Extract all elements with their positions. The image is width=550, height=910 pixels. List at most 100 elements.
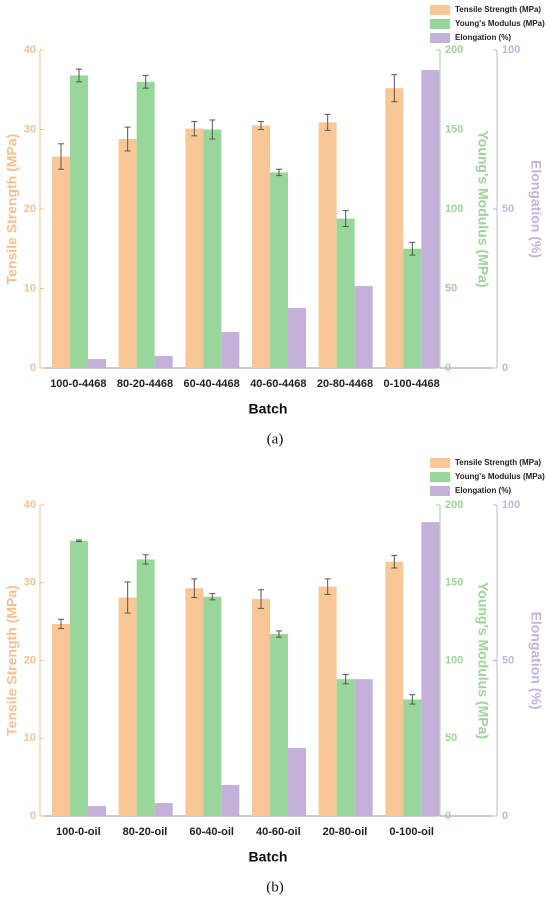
- tick-label: 100: [502, 44, 520, 56]
- tick-label: 200: [445, 44, 463, 56]
- bar: [118, 597, 137, 816]
- bar: [136, 559, 155, 816]
- error-bar: [258, 121, 264, 130]
- tick-label: 0: [30, 810, 36, 822]
- bar: [70, 75, 88, 368]
- x-tick-label: 100-0-oil: [56, 826, 101, 838]
- tick-label: 10: [24, 732, 36, 744]
- tick-label: 10: [24, 282, 36, 294]
- legend-swatch: [430, 486, 450, 496]
- bar: [203, 129, 222, 368]
- bar: [270, 634, 288, 816]
- y3-axis-label: Elongation (%): [528, 160, 544, 258]
- legend-label: Young's Modulus (MPa): [455, 19, 545, 28]
- bar: [88, 806, 106, 816]
- y2-axis-label: Young's Modulus (MPa): [475, 582, 491, 739]
- bar: [252, 125, 270, 369]
- x-tick-label: 80-20-oil: [123, 826, 168, 838]
- bar: [354, 285, 373, 368]
- tick-label: 40: [24, 499, 36, 511]
- error-bar: [124, 581, 131, 614]
- bar: [385, 561, 404, 816]
- bar: [318, 586, 337, 816]
- error-bar: [76, 539, 82, 543]
- bar: [221, 332, 240, 368]
- legend-label: Tensile Strength (MPa): [455, 458, 541, 467]
- error-bar: [276, 630, 282, 638]
- error-bar: [391, 555, 398, 569]
- tick-label: 100: [502, 499, 520, 511]
- y2-axis-label: Young's Modulus (MPa): [475, 130, 491, 287]
- error-bar: [191, 578, 198, 599]
- x-tick-label: 60-40-oil: [189, 826, 234, 838]
- error-bar: [191, 121, 198, 137]
- error-bar: [324, 113, 331, 131]
- tick-label: 0: [502, 810, 508, 822]
- bar: [421, 522, 440, 816]
- x-tick-label: 100-0-4468: [50, 378, 106, 390]
- error-bar: [342, 673, 349, 685]
- error-bar: [409, 241, 416, 256]
- tick-label: 20: [24, 654, 36, 666]
- tick-label: 150: [445, 123, 463, 135]
- tick-label: 0: [30, 362, 36, 374]
- y3-axis-label: Elongation (%): [528, 612, 544, 710]
- bar: [136, 81, 155, 369]
- error-bar: [76, 68, 82, 83]
- legend-label: Elongation (%): [455, 486, 511, 495]
- y-axis-label: Tensile Strength (MPa): [4, 585, 20, 736]
- bar: [385, 88, 404, 368]
- error-bar: [58, 143, 64, 170]
- bar: [52, 156, 70, 368]
- error-bar: [209, 593, 216, 601]
- tick-label: 150: [445, 577, 463, 589]
- y-axis-label: Tensile Strength (MPa): [4, 134, 20, 285]
- error-bar: [409, 694, 416, 705]
- legend-swatch: [430, 458, 450, 468]
- x-tick-label: 0-100-4468: [384, 378, 440, 390]
- error-bar: [276, 168, 282, 177]
- bar: [421, 70, 440, 368]
- tick-label: 30: [24, 577, 36, 589]
- error-bar: [142, 74, 149, 89]
- error-bar: [324, 578, 331, 595]
- x-axis-label: Batch: [249, 849, 288, 865]
- tick-label: 20: [24, 203, 36, 215]
- bar: [221, 784, 240, 816]
- x-tick-label: 20-80-oil: [323, 826, 368, 838]
- legend-label: Elongation (%): [455, 33, 511, 42]
- bar: [52, 623, 70, 816]
- tick-label: 40: [24, 44, 36, 56]
- tick-label: 50: [445, 282, 457, 294]
- bar: [288, 747, 306, 816]
- bar: [88, 359, 106, 368]
- x-tick-label: 40-60-oil: [256, 826, 301, 838]
- tick-label: 50: [502, 203, 514, 215]
- bar: [203, 596, 222, 816]
- error-bar: [342, 210, 349, 227]
- panel-label: (b): [266, 879, 284, 895]
- tick-label: 0: [502, 362, 508, 374]
- tick-label: 50: [502, 654, 514, 666]
- bar: [118, 139, 137, 368]
- bar: [270, 172, 288, 368]
- bar: [336, 679, 355, 816]
- error-bar: [58, 618, 64, 630]
- legend-swatch: [430, 5, 450, 15]
- bar: [154, 802, 173, 816]
- x-axis-label: Batch: [249, 401, 288, 417]
- panel-label: (a): [267, 431, 284, 447]
- bar: [252, 599, 270, 816]
- tick-label: 100: [445, 203, 463, 215]
- error-bar: [391, 74, 398, 103]
- x-tick-label: 80-20-4468: [117, 378, 173, 390]
- x-tick-label: 60-40-4468: [184, 378, 240, 390]
- bar: [185, 588, 204, 816]
- error-bar: [258, 589, 264, 609]
- legend-label: Tensile Strength (MPa): [455, 5, 541, 14]
- x-tick-label: 40-60-4468: [250, 378, 306, 390]
- tick-label: 50: [445, 732, 457, 744]
- bar: [403, 248, 422, 368]
